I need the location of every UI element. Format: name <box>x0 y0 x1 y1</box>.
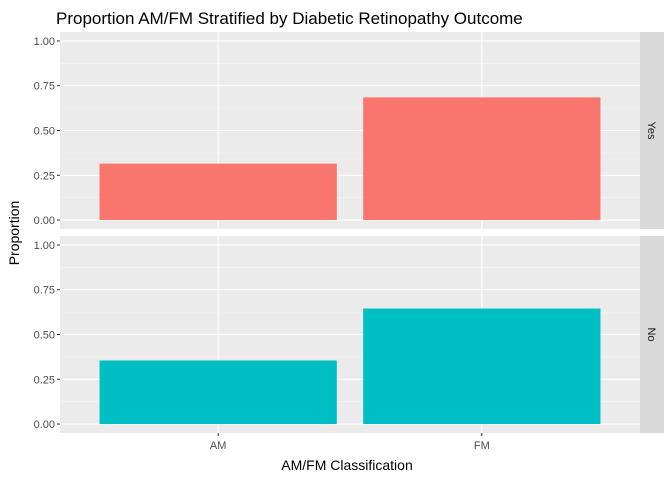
y-tick-label: 0.75 <box>34 285 55 297</box>
panel-yes: 0.00 0.25 0.50 0.75 1.00 Yes <box>34 32 664 229</box>
bar-no-am <box>99 360 337 425</box>
x-tick-label: AM <box>210 440 227 452</box>
bar-yes-am <box>99 163 337 221</box>
y-tick-label: 0.00 <box>34 419 55 431</box>
y-tick-label: 0.50 <box>34 126 55 138</box>
y-axis-title: Proportion <box>6 201 22 266</box>
chart-title: Proportion AM/FM Stratified by Diabetic … <box>56 9 523 28</box>
y-tick-label: 0.25 <box>34 170 55 182</box>
x-tick-label: FM <box>474 440 490 452</box>
y-tick-label: 0.00 <box>34 215 55 227</box>
facet-strip-label: No <box>645 327 657 341</box>
x-axis-title: AM/FM Classification <box>281 457 412 473</box>
bar-no-fm <box>363 308 601 425</box>
y-tick-label: 0.75 <box>34 81 55 93</box>
y-tick-label: 0.50 <box>34 330 55 342</box>
bar-yes-fm <box>363 97 601 221</box>
facet-strip <box>640 32 664 229</box>
y-tick-label: 1.00 <box>34 240 55 252</box>
facet-strip <box>640 236 664 433</box>
panel-no: 0.00 0.25 0.50 0.75 1.00 No <box>34 236 664 433</box>
y-tick-label: 1.00 <box>34 36 55 48</box>
facet-strip-label: Yes <box>645 122 657 140</box>
y-tick-label: 0.25 <box>34 374 55 386</box>
